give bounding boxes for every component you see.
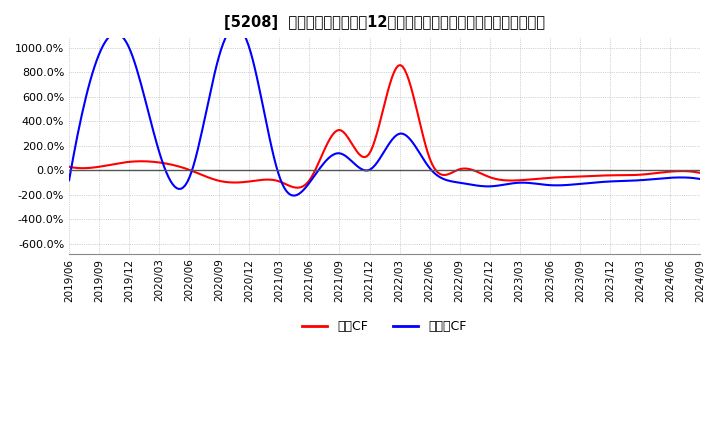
フリーCF (600, 179, 609, 184)
営業CF (396, 62, 405, 68)
営業CF (443, 172, 451, 177)
フリーCF (232, 24, 240, 29)
Title: [5208]  キャッシュフローの12か月移動合計の対前年同期増減率の推移: [5208] キャッシュフローの12か月移動合計の対前年同期増減率の推移 (224, 15, 545, 30)
フリーCF (641, 177, 649, 183)
営業CF (641, 172, 649, 177)
営業CF (67, 165, 76, 170)
フリーCF (444, 178, 453, 183)
フリーCF (65, 178, 73, 183)
営業CF (444, 171, 453, 176)
営業CF (600, 173, 609, 178)
Line: 営業CF: 営業CF (69, 65, 700, 188)
フリーCF (67, 165, 76, 171)
営業CF (65, 164, 73, 169)
フリーCF (696, 176, 704, 182)
営業CF (696, 170, 704, 176)
フリーCF (291, 193, 300, 198)
Legend: 営業CF, フリーCF: 営業CF, フリーCF (297, 315, 472, 338)
フリーCF (443, 178, 451, 183)
Line: フリーCF: フリーCF (69, 26, 700, 195)
営業CF (292, 185, 301, 191)
フリーCF (455, 180, 464, 185)
営業CF (455, 167, 464, 172)
